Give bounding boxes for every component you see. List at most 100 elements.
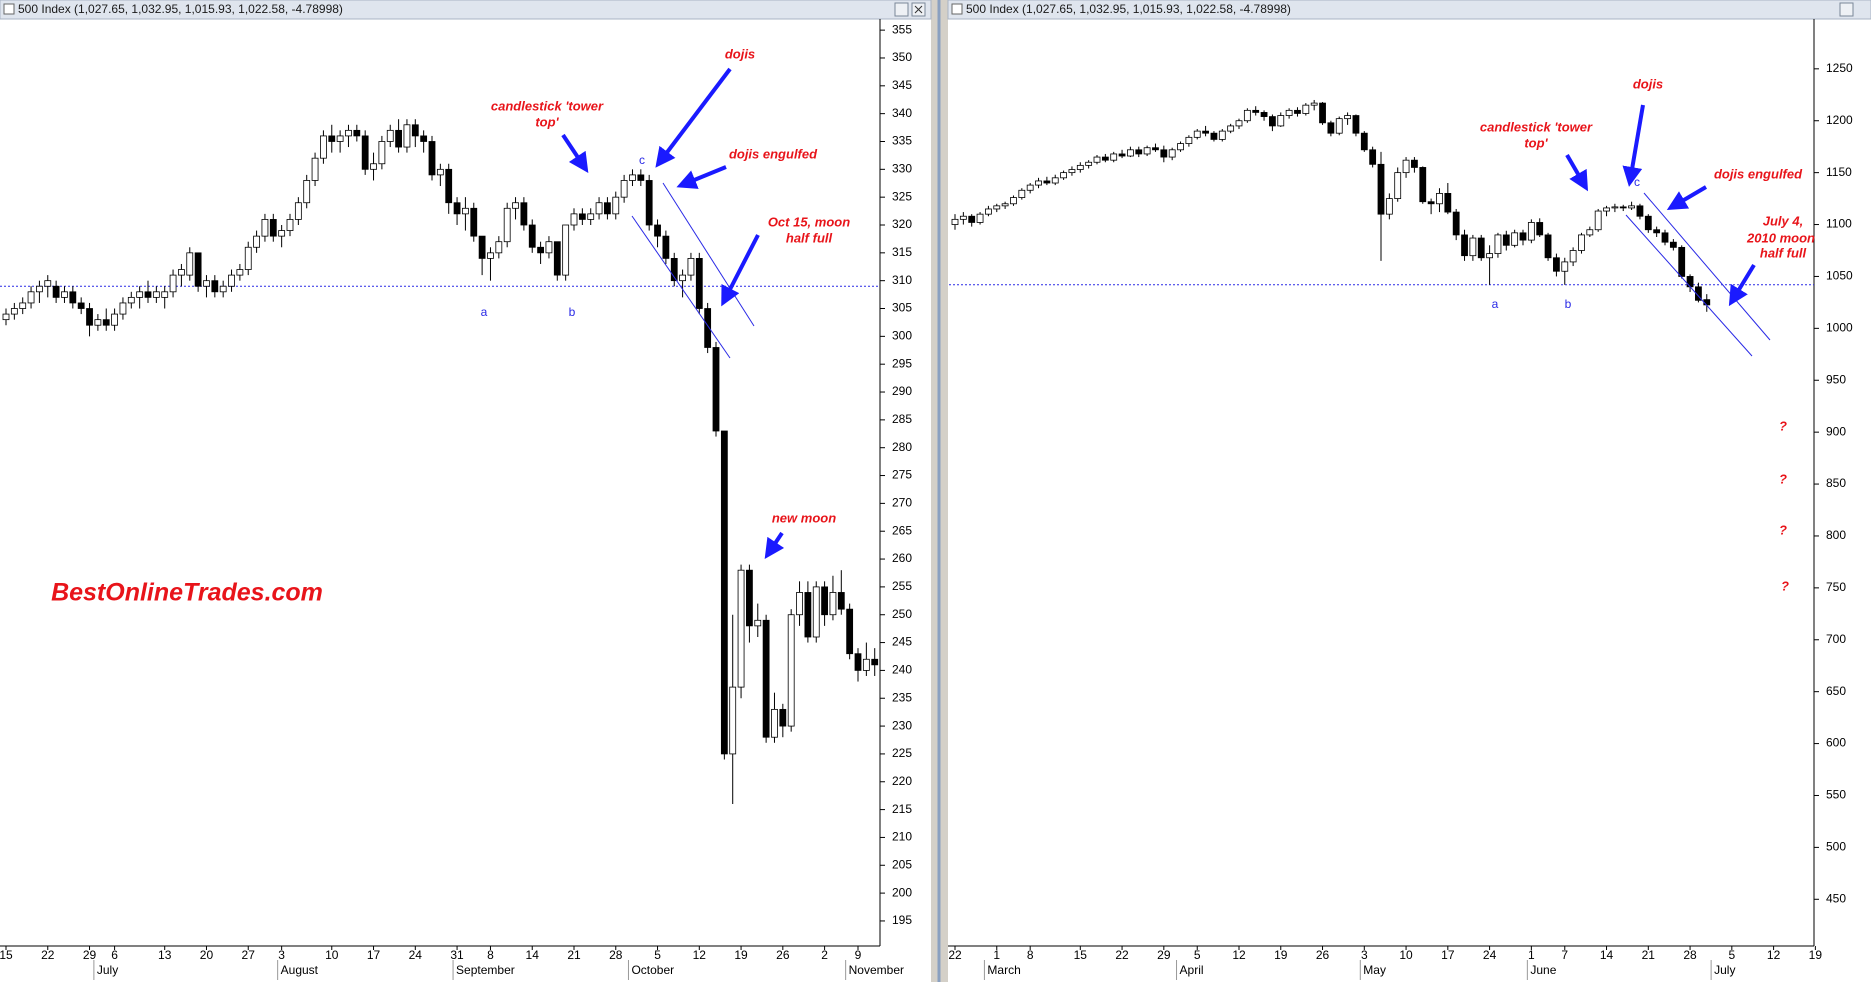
candle-body	[353, 129, 361, 137]
candle-body	[94, 319, 102, 326]
month-label: May	[1363, 963, 1386, 977]
candle-body	[136, 291, 144, 298]
candle-body	[746, 569, 753, 627]
candle-body	[959, 215, 967, 220]
watermark: BestOnlineTrades.com	[51, 579, 323, 607]
candle-body	[86, 308, 93, 326]
candle-body	[1686, 276, 1694, 288]
candle-body	[1436, 192, 1443, 205]
candle-body	[1127, 149, 1134, 157]
candle-body	[269, 219, 277, 237]
annotation: dojis engulfed	[1714, 166, 1803, 181]
candle-body	[1419, 167, 1427, 203]
y-tick-label: 650	[1826, 684, 1846, 698]
candle-body	[1152, 147, 1159, 151]
y-tick-label: 330	[892, 161, 912, 175]
candle-body	[771, 708, 778, 738]
y-tick-label: 310	[892, 273, 912, 287]
candle-body	[1177, 143, 1184, 151]
x-tick-label: 5	[1194, 948, 1201, 962]
x-tick-label: 15	[1074, 948, 1088, 962]
candle-body	[361, 135, 369, 170]
y-tick-label: 300	[892, 329, 912, 343]
annotation: dojis engulfed	[729, 146, 818, 161]
y-tick-label: 340	[892, 106, 912, 120]
y-tick-label: 230	[892, 718, 912, 732]
x-tick-label: 1	[1528, 948, 1535, 962]
point-label: c	[1634, 175, 1640, 189]
x-tick-label: 14	[1600, 948, 1614, 962]
candle-body	[320, 135, 327, 159]
candle-body	[1385, 198, 1393, 215]
candle-body	[478, 235, 486, 259]
month-label: June	[1530, 963, 1556, 977]
candle-body	[968, 215, 976, 223]
x-tick-label: 22	[948, 948, 962, 962]
candle-body	[662, 235, 670, 259]
candle-body	[1578, 234, 1585, 251]
month-label: March	[987, 963, 1020, 977]
y-tick-label: 345	[892, 78, 912, 92]
candle-body	[1477, 237, 1485, 259]
left-header	[0, 0, 932, 20]
candle-body	[1085, 161, 1093, 166]
x-tick-label: 9	[855, 948, 862, 962]
candle-body	[1536, 222, 1544, 236]
candle-body	[1553, 257, 1560, 272]
candle-body	[395, 129, 402, 148]
candle-body	[428, 141, 436, 176]
candle-body	[1018, 189, 1026, 198]
candle-body	[1486, 253, 1493, 259]
candle-body	[27, 291, 35, 304]
candle-body	[503, 207, 511, 243]
right-header	[947, 0, 1871, 20]
candle-body	[1661, 232, 1669, 243]
candle-body	[687, 258, 695, 276]
x-tick-label: 13	[158, 948, 172, 962]
candle-body	[44, 280, 52, 287]
candle-body	[595, 202, 603, 215]
y-tick-label: 255	[892, 579, 912, 593]
x-tick-label: 10	[1399, 948, 1413, 962]
candle-body	[787, 614, 795, 727]
candle-body	[411, 124, 419, 137]
candle-body	[470, 207, 478, 237]
candle-body	[378, 141, 386, 165]
candle-body	[1611, 206, 1619, 209]
y-tick-label: 950	[1826, 372, 1846, 386]
candle-body	[629, 174, 636, 181]
candle-body	[1644, 215, 1652, 231]
candle-body	[1243, 109, 1251, 122]
x-tick-label: 1	[993, 948, 1000, 962]
candle-body	[194, 252, 202, 287]
candle-body	[704, 308, 712, 348]
candle-body	[1360, 132, 1368, 151]
candle-body	[203, 280, 210, 287]
y-tick-label: 220	[892, 774, 912, 788]
candle-body	[111, 313, 118, 326]
maximize-button[interactable]	[1839, 2, 1854, 17]
annotation: half full	[786, 230, 833, 245]
candle-body	[862, 658, 870, 671]
candle-body	[1511, 232, 1519, 246]
candle-body	[1252, 109, 1260, 113]
y-tick-label: 800	[1826, 528, 1846, 542]
annotation: candlestick 'tower	[1480, 119, 1593, 134]
y-tick-label: 195	[892, 913, 912, 927]
maximize-button[interactable]	[894, 2, 909, 17]
candle-body	[236, 269, 244, 276]
x-tick-label: 19	[1809, 948, 1823, 962]
x-tick-label: 22	[41, 948, 55, 962]
x-tick-label: 8	[487, 948, 494, 962]
candle-body	[1218, 130, 1226, 140]
candle-body	[612, 196, 620, 215]
candle-body	[1369, 149, 1377, 165]
candle-body	[604, 202, 611, 215]
candle-body	[1335, 118, 1343, 134]
candle-body	[645, 180, 653, 226]
x-tick-label: 27	[242, 948, 256, 962]
annotation: ?	[1779, 418, 1787, 433]
annotation: top'	[1524, 135, 1548, 150]
y-tick-label: 1150	[1826, 165, 1852, 179]
x-tick-label: 19	[1274, 948, 1288, 962]
